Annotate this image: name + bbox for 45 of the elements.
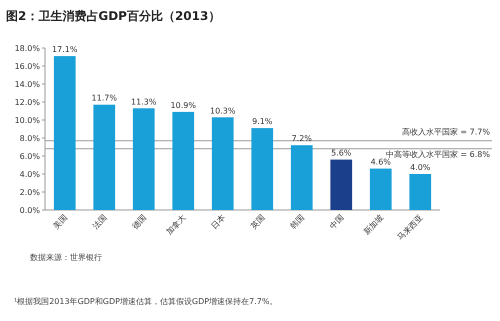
source-note: 数据来源：世界银行 <box>30 253 102 262</box>
y-tick-label: 14.0% <box>14 80 40 89</box>
data-label: 11.7% <box>92 94 118 103</box>
y-tick-label: 2.0% <box>20 188 40 197</box>
x-tick-label: 加拿大 <box>164 213 188 236</box>
data-label: 5.6% <box>331 148 352 158</box>
x-tick-label: 英国 <box>248 213 267 231</box>
y-tick-label: 10.0% <box>14 116 40 125</box>
bar <box>290 145 313 210</box>
y-tick-label: 4.0% <box>20 170 40 179</box>
data-label: 10.3% <box>210 106 236 116</box>
y-tick-label: 12.0% <box>14 98 40 107</box>
x-tick-label: 韩国 <box>288 213 306 231</box>
chart-title: 图2：卫生消费占GDP百分比（2013） <box>6 9 220 23</box>
data-label: 9.1% <box>252 117 273 126</box>
x-tick-label: 中国 <box>328 213 346 231</box>
bar <box>330 160 352 210</box>
x-tick-label: 美国 <box>51 213 70 231</box>
bar <box>172 112 194 210</box>
data-label: 4.6% <box>370 158 392 167</box>
ref-line-label: 中高等收入水平国家 = 6.8% <box>386 150 490 159</box>
bar <box>212 117 234 210</box>
y-tick-label: 6.0% <box>20 152 40 161</box>
data-label: 10.9% <box>170 100 196 110</box>
ref-line-label: 高收入水平国家 = 7.7% <box>402 128 490 137</box>
bar <box>132 108 155 210</box>
x-tick-label: 新加坡 <box>362 213 386 236</box>
y-tick-label: 18.0% <box>14 44 40 53</box>
data-label: 17.1% <box>52 45 78 54</box>
text: ¹根据我国2013年GDP和GDP增速估算，估算假设GDP增速保持在7.7%。 <box>14 297 278 306</box>
x-tick-label: 日本 <box>209 213 228 231</box>
bar <box>370 168 392 210</box>
bar <box>409 174 432 210</box>
x-tick-label: 马来西亚 <box>396 213 425 242</box>
y-tick-label: 16.0% <box>14 62 40 71</box>
data-label: 7.2% <box>292 134 312 144</box>
x-tick-label: 法国 <box>90 213 109 231</box>
y-tick-label: 8.0% <box>20 134 40 143</box>
bar <box>251 128 274 210</box>
data-label: 4.0% <box>410 163 431 172</box>
x-tick-label: 德国 <box>130 213 148 231</box>
bar <box>54 56 76 210</box>
bar <box>93 104 116 210</box>
data-label: 11.3% <box>131 97 157 106</box>
y-tick-label: 0.0% <box>20 206 40 215</box>
